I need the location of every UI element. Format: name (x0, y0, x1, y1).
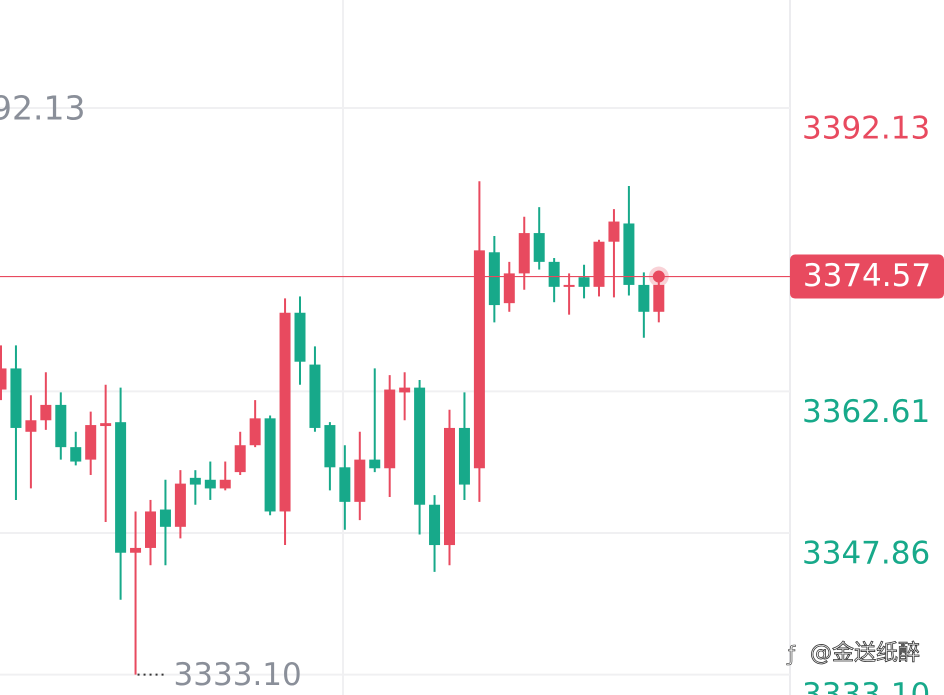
overlay: 3392.13 3392.13 3362.61 3347.86 3333.10 3374.… (0, 88, 944, 695)
candle-body (533, 233, 545, 262)
candle-body (309, 364, 321, 428)
candles (0, 181, 665, 675)
candle-body (279, 312, 291, 512)
candle-body (354, 459, 366, 502)
candle-body (458, 427, 470, 485)
candle-body (429, 504, 441, 546)
candle-body (473, 250, 485, 469)
candle-body (0, 368, 7, 390)
candle-body (578, 277, 590, 287)
candle-body (10, 368, 22, 428)
candle-body (369, 459, 381, 469)
candle-body (653, 284, 665, 312)
candle-body (399, 387, 411, 393)
candle-body (488, 252, 500, 306)
candle-body (219, 479, 231, 489)
watermark: @金送纸醉 (810, 641, 920, 666)
candle-body (130, 547, 142, 553)
candle-body (264, 418, 276, 512)
candle-body (623, 223, 635, 285)
candle-body (518, 233, 530, 274)
watermark-icon: ƒ (786, 641, 797, 666)
candle-body (593, 241, 605, 287)
min-label: 3333.10 (174, 657, 302, 693)
candle-body (115, 422, 127, 553)
candle-body (145, 511, 156, 548)
candle-body (563, 284, 575, 287)
candle-body (204, 479, 216, 489)
current-price-dot (652, 270, 665, 283)
left-tick-label: 3392.13 (0, 88, 85, 127)
candle-body (100, 423, 112, 427)
candle-body (234, 445, 246, 473)
current-price-label: 3374.57 (803, 258, 931, 294)
candle-body (55, 404, 67, 448)
candle-body (189, 477, 201, 485)
y-tick-label: 3362.61 (802, 394, 930, 430)
current-price-box (790, 254, 944, 299)
candle-body (40, 404, 52, 421)
candle-body (25, 420, 37, 432)
candle-body (608, 221, 620, 242)
candle-body (384, 389, 396, 469)
candle-body (339, 467, 351, 502)
y-tick-label: 3392.13 (802, 110, 930, 146)
y-tick-label: 3333.10 (802, 677, 930, 695)
y-tick-label: 3347.86 (802, 535, 930, 571)
candle-body (324, 425, 336, 468)
candle-body (503, 273, 515, 304)
grid (0, 106, 790, 676)
icon-glyph: ƒ (786, 642, 796, 666)
candle-body (174, 483, 186, 527)
candle-body (414, 387, 426, 505)
candle-body (294, 312, 306, 362)
candle-body (70, 447, 82, 462)
candle-body (444, 427, 455, 546)
candle-body (159, 509, 171, 527)
candle-body (249, 418, 261, 446)
candle-body (548, 261, 560, 287)
candle-body (638, 284, 650, 312)
candle-body (85, 425, 97, 460)
